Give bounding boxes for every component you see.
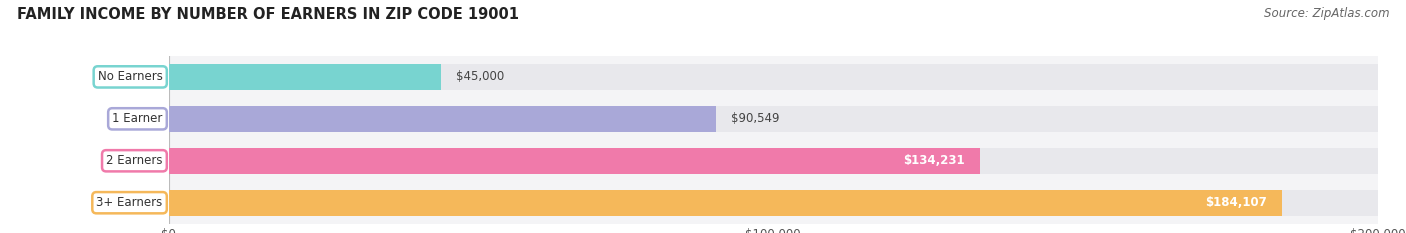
Text: 3+ Earners: 3+ Earners	[97, 196, 163, 209]
Bar	[169, 64, 1378, 90]
Bar	[169, 190, 1378, 216]
Text: FAMILY INCOME BY NUMBER OF EARNERS IN ZIP CODE 19001: FAMILY INCOME BY NUMBER OF EARNERS IN ZI…	[17, 7, 519, 22]
Text: 2 Earners: 2 Earners	[107, 154, 163, 167]
Bar	[169, 64, 441, 90]
Text: $134,231: $134,231	[904, 154, 965, 167]
Text: 1 Earner: 1 Earner	[112, 112, 163, 125]
Text: No Earners: No Earners	[98, 70, 163, 83]
Text: $90,549: $90,549	[731, 112, 780, 125]
Text: $184,107: $184,107	[1205, 196, 1267, 209]
Bar	[169, 106, 716, 132]
Text: Source: ZipAtlas.com: Source: ZipAtlas.com	[1264, 7, 1389, 20]
Bar	[169, 106, 1378, 132]
Text: $45,000: $45,000	[456, 70, 505, 83]
Bar	[169, 148, 980, 174]
Bar	[169, 190, 1282, 216]
Bar	[169, 148, 1378, 174]
